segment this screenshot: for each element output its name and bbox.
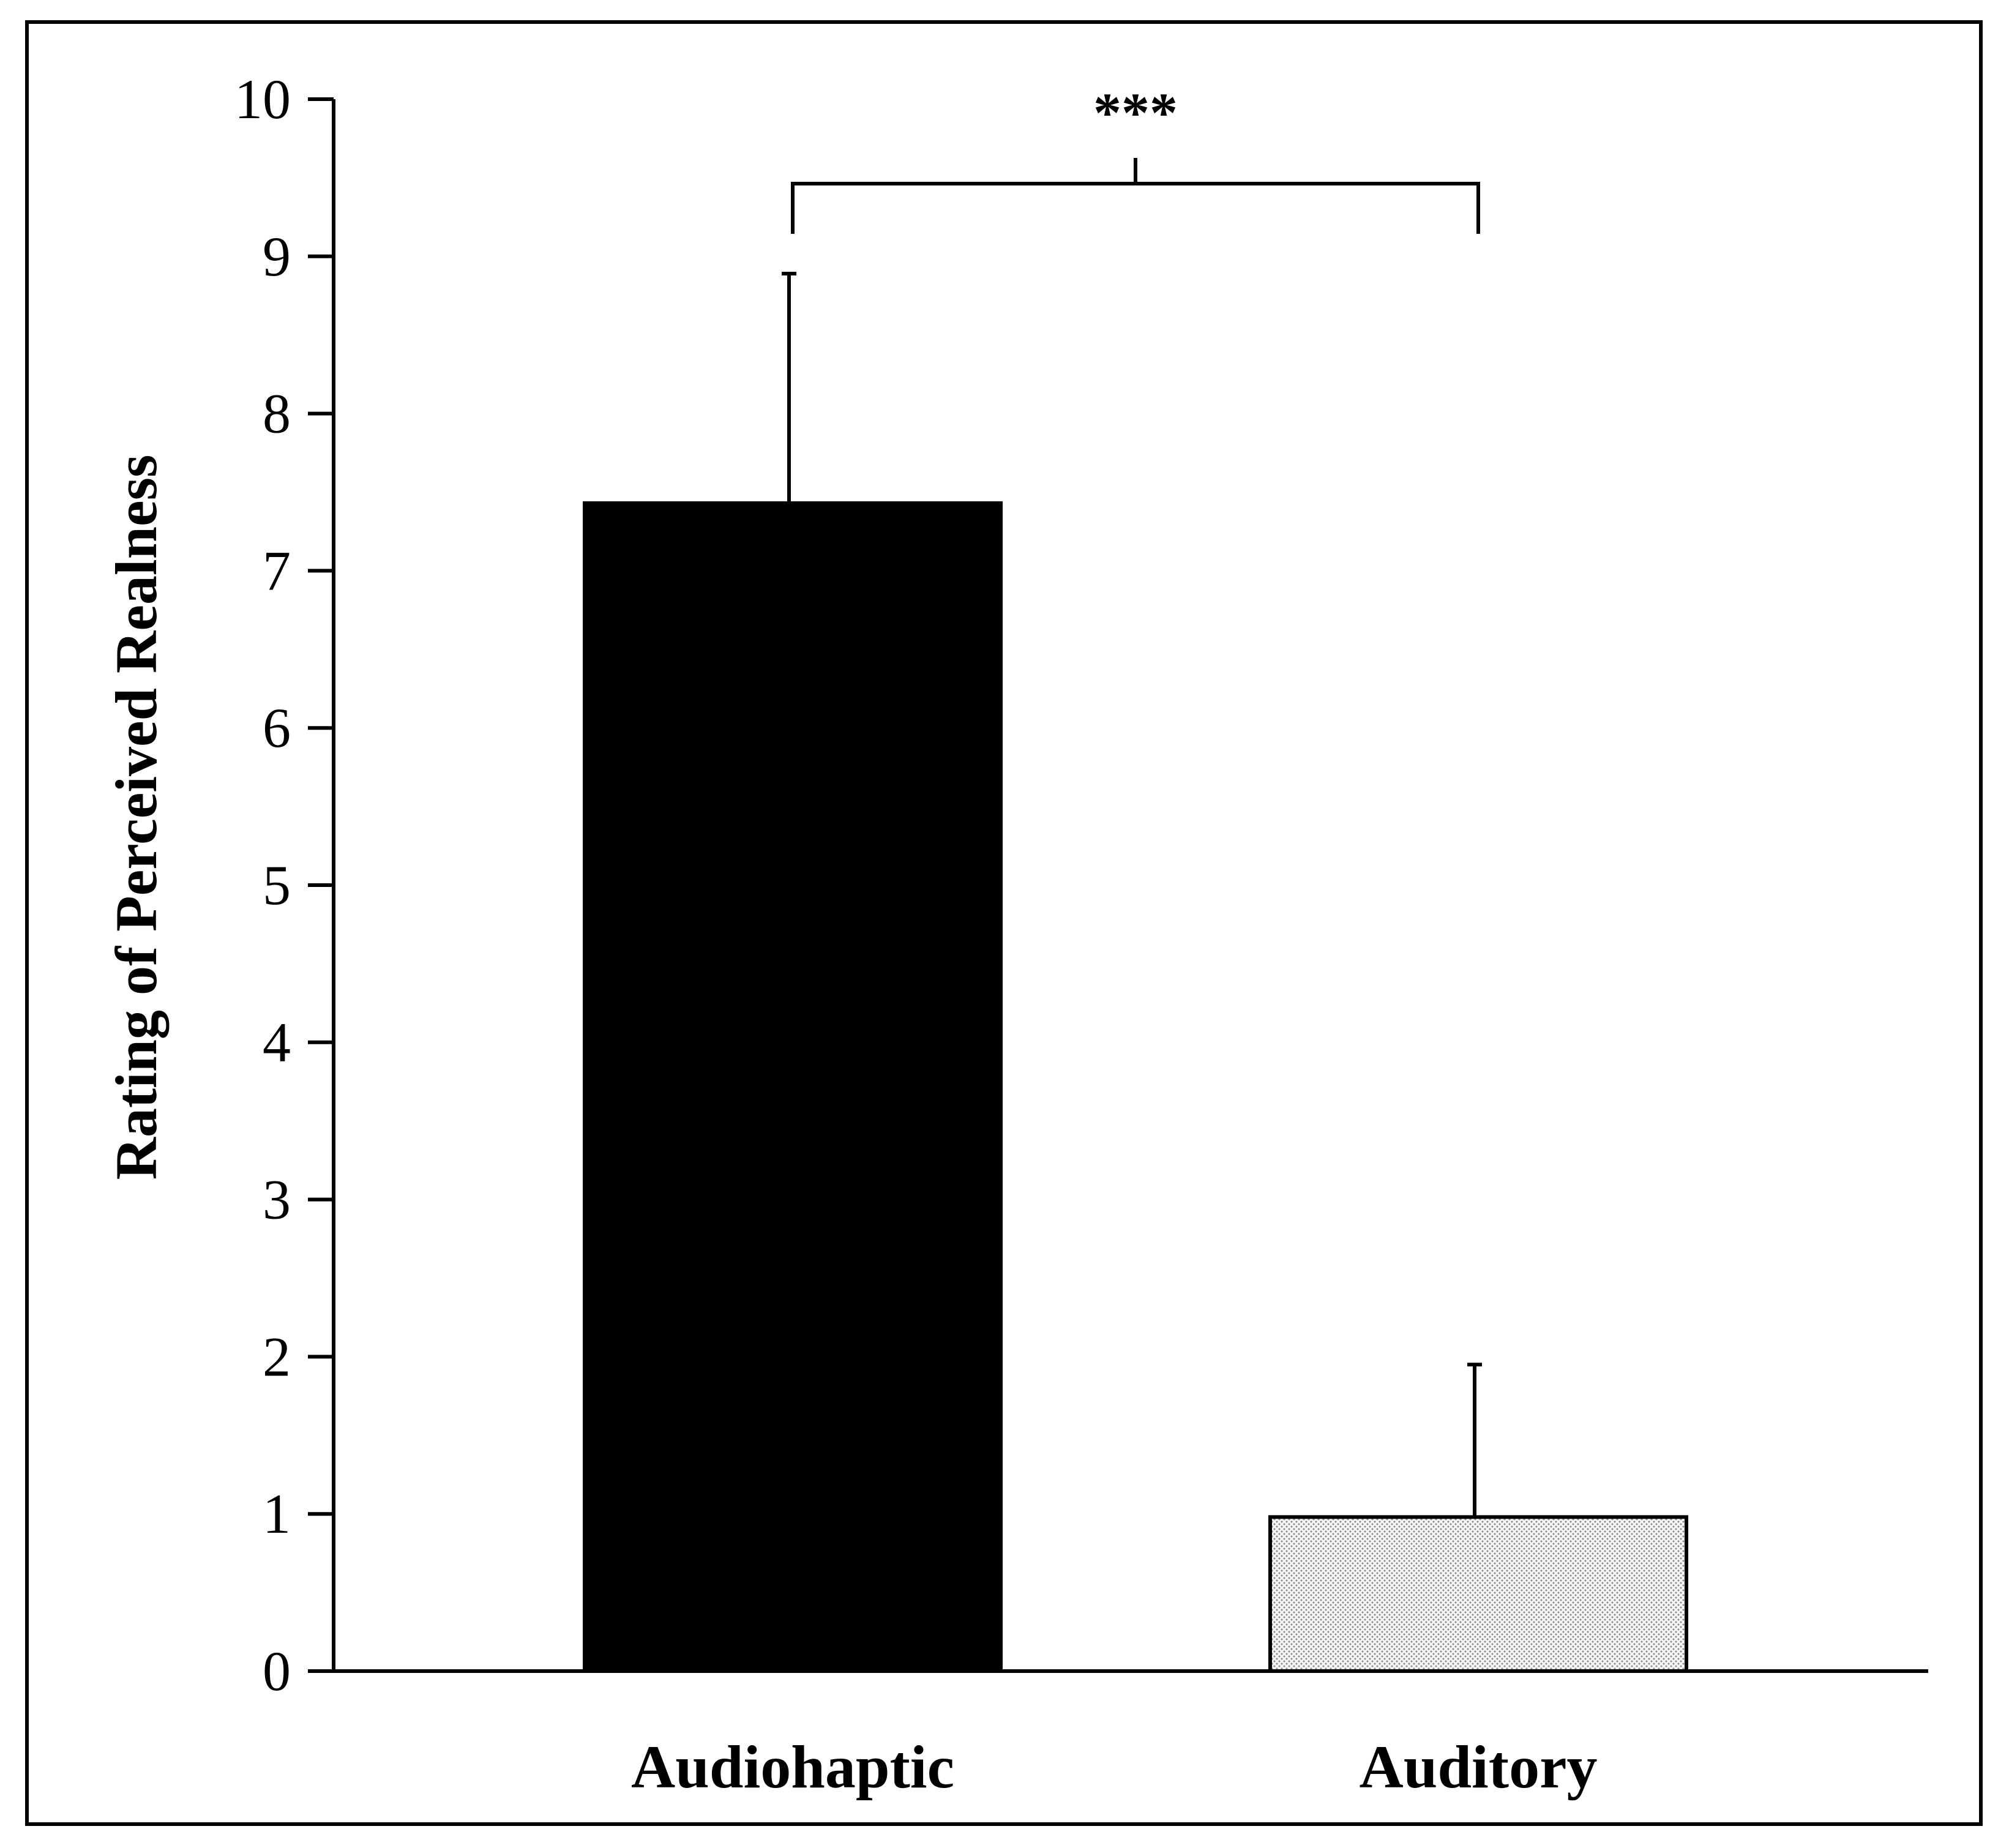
y-tick-label: 4 [263,1011,291,1074]
y-tick-label: 0 [263,1640,291,1702]
x-axis-labels: Audiohaptic Auditory [631,1733,1597,1801]
y-tick-label: 6 [263,697,291,759]
y-tick-label: 2 [263,1325,291,1388]
y-axis-title: Rating of Perceived Realness [103,455,169,1180]
bar-auditory [1268,1515,1688,1673]
significance-bracket: *** [791,81,1480,234]
y-tick-label: 1 [263,1483,291,1545]
x-category-label: Audiohaptic [631,1733,954,1801]
x-category-label: Auditory [1360,1733,1598,1801]
bar-audiohaptic [583,501,1003,1674]
y-tick-label: 10 [234,68,291,130]
y-tick-label: 8 [263,383,291,445]
significance-label: *** [1093,81,1178,144]
y-tick-label: 7 [263,539,291,602]
y-axis-ticks: 0 1 2 3 4 5 6 7 8 9 10 [234,68,334,1702]
bars [583,501,1688,1674]
error-bars [782,272,1482,1517]
y-tick-label: 3 [263,1169,291,1231]
y-tick-label: 5 [263,854,291,916]
y-tick-label: 9 [263,225,291,288]
